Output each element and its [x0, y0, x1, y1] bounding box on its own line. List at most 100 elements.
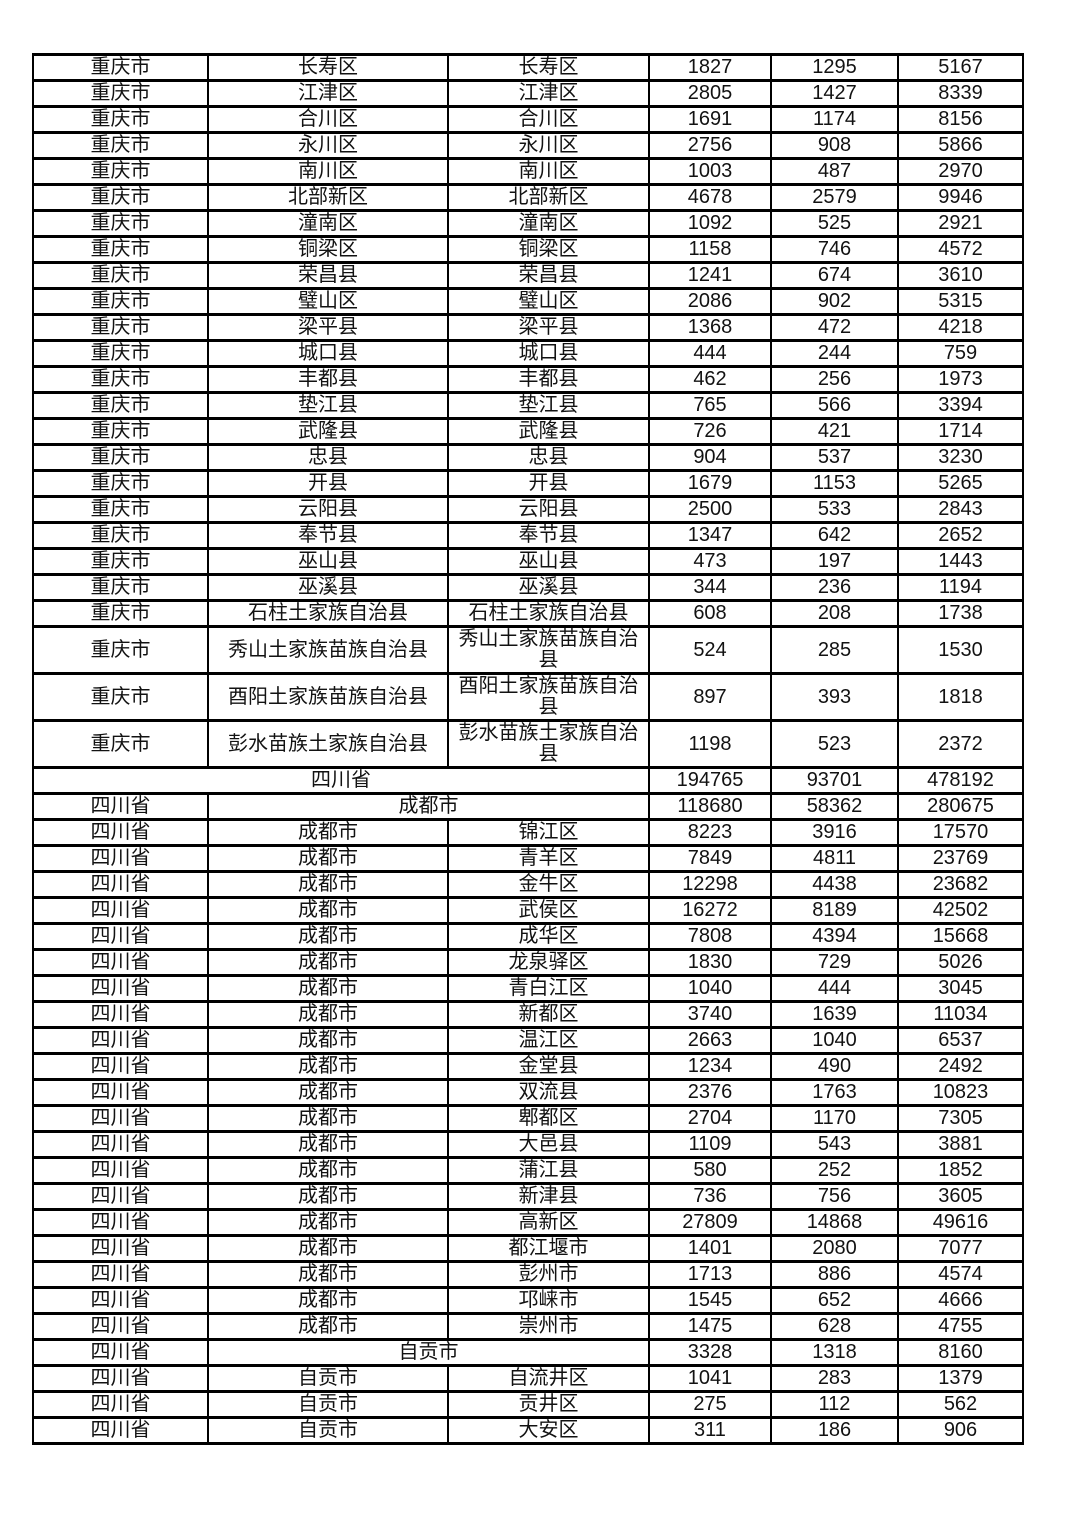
- table-cell: 256: [770, 365, 899, 394]
- table-row: 四川省 成都市 118680 58362 280675: [32, 792, 1024, 821]
- table-cell: 49616: [897, 1208, 1024, 1237]
- table-cell: 永川区: [207, 131, 449, 160]
- table-cell: 合川区: [207, 105, 449, 134]
- table-row: 重庆市 潼南区 潼南区 1092 525 2921: [32, 209, 1024, 238]
- table-cell: 秀山土家族苗族自治县: [207, 625, 449, 675]
- table-cell: 1153: [770, 469, 899, 498]
- table-cell: 开县: [447, 469, 650, 498]
- table-cell: 江津区: [447, 79, 650, 108]
- table-row: 四川省 成都市 武侯区 16272 8189 42502: [32, 896, 1024, 925]
- table-cell: 1109: [648, 1130, 772, 1159]
- table-cell: 重庆市: [32, 417, 209, 446]
- table-row: 重庆市 垫江县 垫江县 765 566 3394: [32, 391, 1024, 420]
- table-cell: 金牛区: [447, 870, 650, 899]
- table-cell: 城口县: [207, 339, 449, 368]
- table-cell: 2080: [770, 1234, 899, 1263]
- table-cell: 3045: [897, 974, 1024, 1003]
- table-cell: 郫都区: [447, 1104, 650, 1133]
- table-cell: 重庆市: [32, 105, 209, 134]
- table-cell: 674: [770, 261, 899, 290]
- table-cell: 344: [648, 573, 772, 602]
- table-row: 四川省 自贡市 自流井区 1041 283 1379: [32, 1364, 1024, 1393]
- table-cell: 23682: [897, 870, 1024, 899]
- table-cell: 726: [648, 417, 772, 446]
- table-cell: 5866: [897, 131, 1024, 160]
- table-cell: 忠县: [447, 443, 650, 472]
- table-cell: 608: [648, 599, 772, 628]
- table-row: 四川省 成都市 青白江区 1040 444 3045: [32, 974, 1024, 1003]
- table-cell: 765: [648, 391, 772, 420]
- table-cell: 丰都县: [447, 365, 650, 394]
- table-cell: 1973: [897, 365, 1024, 394]
- table-cell: 石柱土家族自治县: [447, 599, 650, 628]
- table-cell: 重庆市: [32, 719, 209, 769]
- table-cell: 自贡市: [207, 1364, 449, 1393]
- table-cell: 15668: [897, 922, 1024, 951]
- table-cell: 石柱土家族自治县: [207, 599, 449, 628]
- table-cell: 93701: [770, 766, 899, 795]
- table-cell: 成都市: [207, 1078, 449, 1107]
- table-cell: 武隆县: [207, 417, 449, 446]
- table-cell: 四川省: [32, 1000, 209, 1029]
- table-cell: 566: [770, 391, 899, 420]
- table-cell: 重庆市: [32, 209, 209, 238]
- table-cell: 高新区: [447, 1208, 650, 1237]
- table-cell: 江津区: [207, 79, 449, 108]
- table-cell: 荣昌县: [207, 261, 449, 290]
- table-cell: 283: [770, 1364, 899, 1393]
- table-cell: 244: [770, 339, 899, 368]
- table-cell: 4811: [770, 844, 899, 873]
- table-cell: 酉阳土家族苗族自治县: [447, 672, 650, 722]
- table-row: 重庆市 璧山区 璧山区 2086 902 5315: [32, 287, 1024, 316]
- table-cell: 524: [648, 625, 772, 675]
- table-cell: 897: [648, 672, 772, 722]
- table-cell: 4572: [897, 235, 1024, 264]
- table-cell: 重庆市: [32, 391, 209, 420]
- table-row: 重庆市 江津区 江津区 2805 1427 8339: [32, 79, 1024, 108]
- table-cell: 成都市: [207, 1026, 449, 1055]
- table-cell: 四川省: [32, 1364, 209, 1393]
- table-row: 四川省 成都市 崇州市 1475 628 4755: [32, 1312, 1024, 1341]
- table-cell: 成都市: [207, 1182, 449, 1211]
- table-cell: 490: [770, 1052, 899, 1081]
- table-cell: 1368: [648, 313, 772, 342]
- table-cell: 武隆县: [447, 417, 650, 446]
- table-cell: 四川省: [32, 974, 209, 1003]
- table-cell: 成都市: [207, 948, 449, 977]
- table-cell: 194765: [648, 766, 772, 795]
- table-cell: 1713: [648, 1260, 772, 1289]
- table-cell: 23769: [897, 844, 1024, 873]
- table-cell: 重庆市: [32, 625, 209, 675]
- table-cell: 208: [770, 599, 899, 628]
- table-cell: 奉节县: [447, 521, 650, 550]
- table-cell: 2970: [897, 157, 1024, 186]
- table-row: 重庆市 永川区 永川区 2756 908 5866: [32, 131, 1024, 160]
- table-cell: 成都市: [207, 870, 449, 899]
- table-cell: 四川省: [32, 896, 209, 925]
- table-cell: 1295: [770, 53, 899, 82]
- table-cell: 四川省: [32, 844, 209, 873]
- table-cell: 473: [648, 547, 772, 576]
- table-row: 重庆市 巫溪县 巫溪县 344 236 1194: [32, 573, 1024, 602]
- table-row: 四川省 成都市 蒲江县 580 252 1852: [32, 1156, 1024, 1185]
- table-cell: 成都市: [207, 896, 449, 925]
- table-cell: 成都市: [207, 1260, 449, 1289]
- table-cell: 4394: [770, 922, 899, 951]
- table-cell: 16272: [648, 896, 772, 925]
- table-cell: 3916: [770, 818, 899, 847]
- table-cell: 四川省: [32, 1130, 209, 1159]
- table-cell: 四川省: [32, 1078, 209, 1107]
- table-cell: 478192: [897, 766, 1024, 795]
- table-row: 重庆市 南川区 南川区 1003 487 2970: [32, 157, 1024, 186]
- table-cell: 3881: [897, 1130, 1024, 1159]
- table-cell: 523: [770, 719, 899, 769]
- table-cell: 537: [770, 443, 899, 472]
- table-cell: 酉阳土家族苗族自治县: [207, 672, 449, 722]
- table-cell: 7305: [897, 1104, 1024, 1133]
- table-cell: 四川省: [32, 1104, 209, 1133]
- table-cell: 236: [770, 573, 899, 602]
- table-cell: 潼南区: [207, 209, 449, 238]
- table-cell: 2086: [648, 287, 772, 316]
- table-row: 重庆市 梁平县 梁平县 1368 472 4218: [32, 313, 1024, 342]
- table-cell: 城口县: [447, 339, 650, 368]
